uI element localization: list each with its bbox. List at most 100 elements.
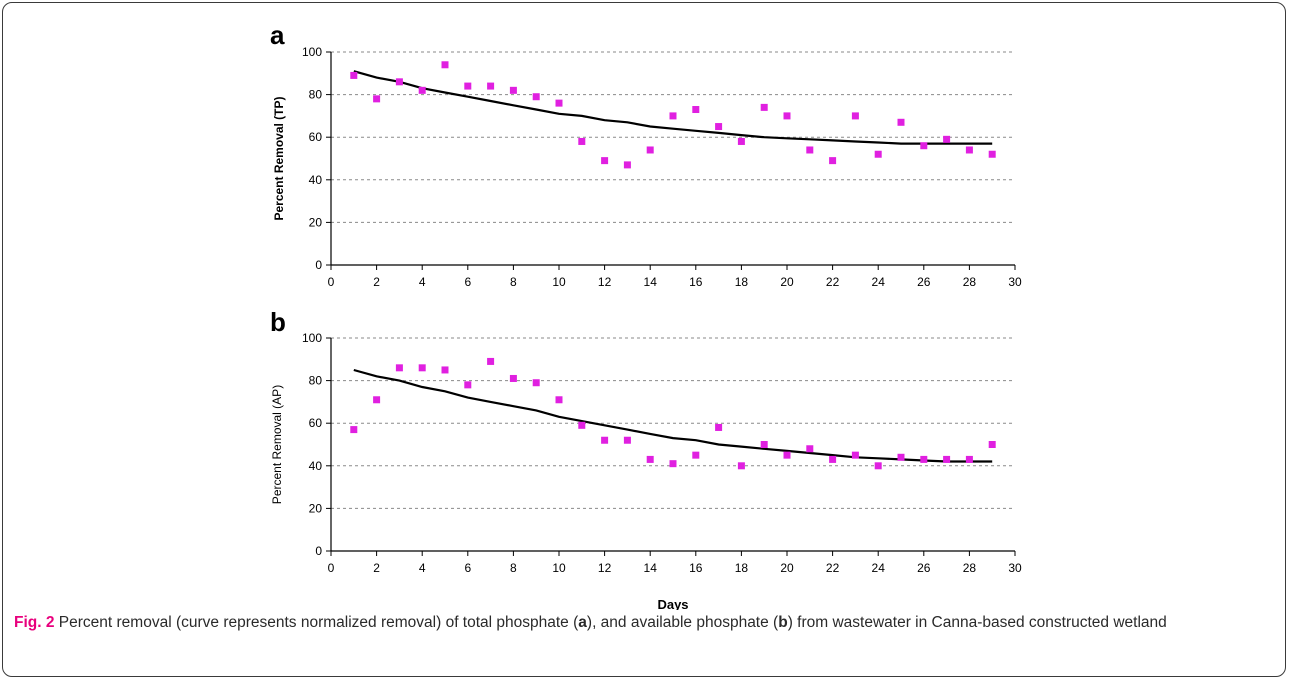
x-tick-label: 6 (464, 561, 471, 575)
y-tick-label: 20 (309, 215, 323, 229)
data-point (829, 157, 837, 165)
y-tick-label: 40 (309, 173, 323, 187)
x-tick-label: 10 (552, 561, 566, 575)
data-point (943, 455, 951, 463)
y-tick-label: 40 (309, 459, 323, 473)
data-point (715, 123, 723, 131)
panel-label: b (270, 307, 286, 337)
data-point (874, 462, 882, 470)
data-point (441, 366, 449, 374)
x-tick-label: 18 (735, 275, 749, 289)
y-tick-label: 0 (315, 258, 322, 272)
data-point (692, 106, 700, 114)
caption-text-part3: ) from wastewater in Canna-based constru… (787, 614, 1167, 631)
data-point (646, 146, 654, 154)
x-tick-label: 6 (464, 275, 471, 289)
x-tick-label: 24 (872, 561, 886, 575)
x-tick-label: 28 (963, 275, 977, 289)
x-tick-label: 30 (1008, 275, 1022, 289)
x-tick-label: 18 (735, 561, 749, 575)
x-tick-label: 24 (872, 275, 886, 289)
normalized-removal-curve (353, 368, 993, 463)
y-tick-label: 80 (309, 374, 323, 388)
caption-ref-b: b (778, 614, 788, 631)
data-point (350, 426, 358, 434)
data-point (737, 462, 745, 470)
data-point (920, 142, 928, 150)
data-point (737, 137, 745, 145)
data-point (669, 112, 677, 120)
x-tick-label: 2 (373, 275, 380, 289)
y-tick-label: 60 (309, 130, 323, 144)
data-point (965, 455, 973, 463)
x-tick-label: 4 (419, 561, 426, 575)
data-point (874, 150, 882, 158)
caption-text-part2: ), and available phosphate ( (586, 614, 779, 631)
y-tick-label: 100 (302, 45, 322, 59)
y-tick-label: 100 (302, 331, 322, 345)
y-axis-label: Percent Removal (AP) (270, 385, 284, 504)
x-tick-label: 30 (1008, 561, 1022, 575)
x-tick-label: 10 (552, 275, 566, 289)
caption-figure-label: Fig. 2 (14, 614, 55, 631)
x-tick-label: 22 (826, 275, 840, 289)
data-point (920, 455, 928, 463)
y-tick-label: 60 (309, 416, 323, 430)
data-point (692, 451, 700, 459)
x-tick-label: 2 (373, 561, 380, 575)
data-point (897, 453, 905, 461)
x-tick-label: 8 (510, 275, 517, 289)
data-point (806, 445, 814, 453)
data-point (555, 99, 563, 107)
x-tick-label: 26 (917, 275, 931, 289)
data-point (943, 135, 951, 143)
x-tick-label: 12 (598, 561, 612, 575)
x-tick-label: 14 (644, 561, 658, 575)
panel-label: a (270, 20, 285, 50)
data-point (897, 118, 905, 126)
data-point (988, 150, 996, 158)
data-point (578, 421, 586, 429)
y-tick-label: 80 (309, 88, 323, 102)
data-point (851, 112, 859, 120)
data-point (601, 436, 609, 444)
x-tick-label: 28 (963, 561, 977, 575)
data-point (601, 157, 609, 165)
data-point (464, 381, 472, 389)
y-tick-label: 20 (309, 501, 323, 515)
caption-ref-a: a (578, 614, 587, 631)
data-point (395, 78, 403, 86)
figure-caption: Fig. 2 Percent removal (curve represents… (14, 612, 1269, 634)
data-point (395, 364, 403, 372)
data-point (783, 451, 791, 459)
data-point (350, 71, 358, 79)
x-tick-label: 0 (328, 275, 335, 289)
data-point (669, 460, 677, 468)
x-tick-label: 16 (689, 561, 703, 575)
data-point (418, 364, 426, 372)
data-point (578, 137, 586, 145)
data-point (464, 82, 472, 90)
y-tick-label: 0 (315, 544, 322, 558)
data-point (646, 455, 654, 463)
data-point (532, 93, 540, 101)
data-point (373, 95, 381, 103)
caption-text-part1: Percent removal (curve represents normal… (54, 614, 579, 631)
data-point (783, 112, 791, 120)
data-point (760, 441, 768, 448)
x-tick-label: 4 (419, 275, 426, 289)
x-tick-label: 20 (780, 275, 794, 289)
x-tick-label: 22 (826, 561, 840, 575)
data-point (760, 103, 768, 111)
x-tick-label: 26 (917, 561, 931, 575)
x-tick-label: 0 (328, 561, 335, 575)
data-point (418, 86, 426, 94)
data-point (373, 396, 381, 404)
data-point (532, 379, 540, 387)
y-axis-label: Percent Removal (TP) (272, 96, 286, 220)
data-point (487, 357, 495, 365)
